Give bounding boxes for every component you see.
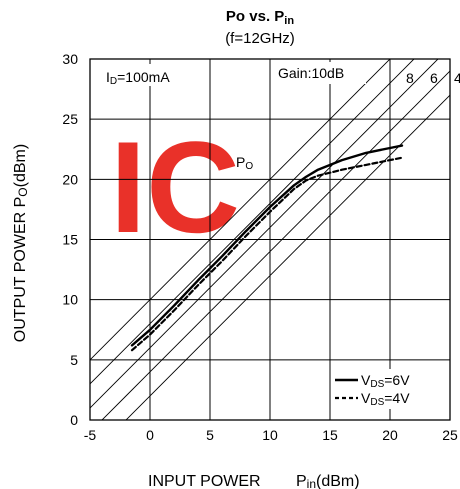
gain-line-10 xyxy=(90,59,391,361)
series-group xyxy=(130,144,404,352)
y-tick-label: 0 xyxy=(70,412,78,428)
y-axis-label: OUTPUT POWER PO(dBm) xyxy=(12,144,30,342)
chart-subtitle: (f=12GHz) xyxy=(225,30,295,47)
y-tick-label: 25 xyxy=(62,111,78,127)
legend-label-vds4: VDS=4V xyxy=(361,390,410,408)
y-tick-label: 20 xyxy=(62,171,78,187)
watermark: IC xyxy=(110,114,240,260)
chart-title: Po vs. Pin xyxy=(226,8,294,27)
x-axis-label: INPUT POWER Pin(dBm) xyxy=(148,473,360,489)
y-tick-labels: 0 5 10 15 20 25 30 xyxy=(62,51,78,428)
gain-label-bg xyxy=(275,62,366,84)
gain-labels: 8642 xyxy=(406,70,460,86)
y-tick-label: 10 xyxy=(62,292,78,308)
gain-annotation: Gain:10dB xyxy=(278,65,344,81)
legend-label-vds6: VDS=6V xyxy=(361,372,410,390)
legend-bg xyxy=(331,369,431,409)
series-line-vds6 xyxy=(130,144,404,347)
id-label-bg xyxy=(103,64,187,86)
y-tick-label: 15 xyxy=(62,232,78,248)
y-tick-label: 30 xyxy=(62,51,78,67)
po-annotation: PO xyxy=(236,154,253,172)
id-annotation: ID=100mA xyxy=(106,69,170,87)
x-tick-label: 5 xyxy=(206,427,214,443)
x-tick-label: -5 xyxy=(84,427,97,443)
x-tick-label: 0 xyxy=(146,427,154,443)
gain-line-4 xyxy=(101,70,450,420)
x-tick-label: 10 xyxy=(262,427,278,443)
x-tick-label: 25 xyxy=(442,427,458,443)
gain-line-8 xyxy=(90,59,415,385)
plot-frame xyxy=(89,58,451,421)
gain-label-6: 6 xyxy=(430,70,438,86)
x-tick-labels: -5 0 5 10 15 20 25 xyxy=(84,427,458,443)
x-tick-label: 20 xyxy=(382,427,398,443)
gain-label-4: 4 xyxy=(454,70,460,86)
x-tick-label: 15 xyxy=(322,427,338,443)
gain-line-2 xyxy=(125,94,450,420)
series-line-vds4 xyxy=(130,156,404,352)
y-tick-label: 5 xyxy=(70,352,78,368)
gain-label-8: 8 xyxy=(406,70,414,86)
